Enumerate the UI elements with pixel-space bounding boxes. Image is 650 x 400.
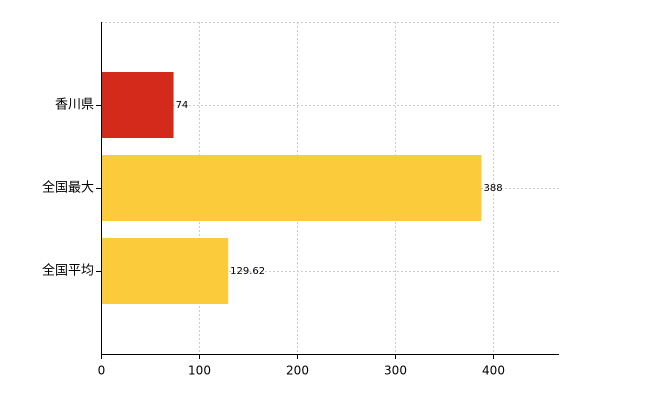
x-tick-label: 200 [286, 364, 309, 378]
bar [101, 72, 174, 138]
y-tick-label: 全国平均 [42, 263, 94, 279]
x-tick-label: 400 [482, 364, 505, 378]
x-tick-label: 300 [384, 364, 407, 378]
y-tick-label: 全国最大 [42, 180, 94, 196]
bar [101, 155, 482, 221]
data-label: 129.62 [230, 266, 265, 277]
data-label: 74 [176, 100, 189, 111]
data-label: 388 [484, 183, 503, 194]
x-tick-label: 0 [98, 364, 106, 378]
x-tick-label: 100 [188, 364, 211, 378]
y-tick-label: 香川県 [55, 98, 94, 113]
bar [101, 238, 229, 304]
